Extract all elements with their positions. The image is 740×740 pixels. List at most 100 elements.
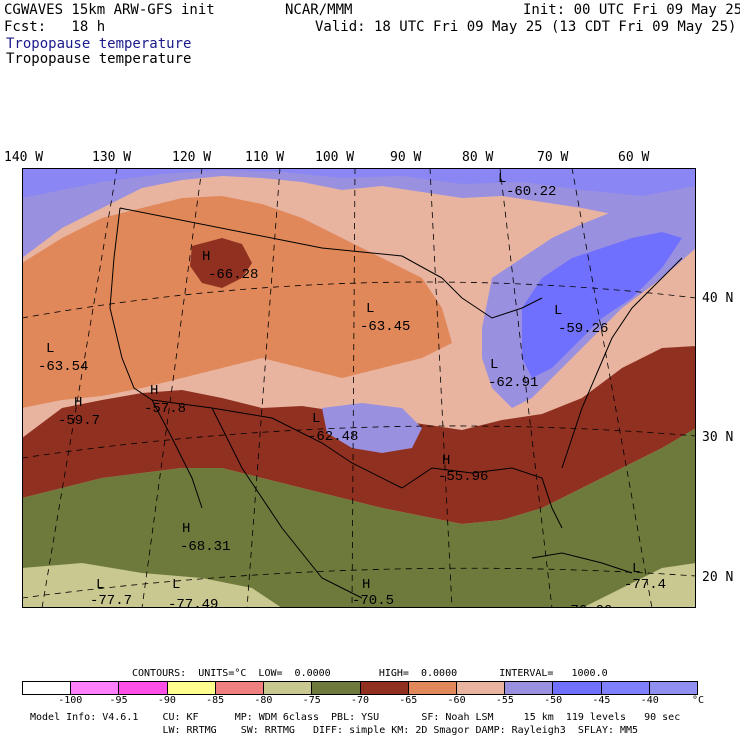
colorbar-swatch-3 [167,682,216,694]
contours-info: CONTOURS: UNITS=°C LOW= 0.0000 HIGH= 0.0… [132,668,608,679]
lon-label-110w: 110 W [245,150,285,165]
lat-label-40n: 40 N [702,291,734,306]
colorbar-swatch-8 [408,682,457,694]
colorbar-swatch-13 [649,682,698,694]
colorbar-label-12: -40 [640,695,659,706]
lon-label-100w: 100 W [315,150,355,165]
orange-region-west [22,196,452,408]
us-canada-border [119,207,443,279]
label-low-caribbean-letter: L [632,561,640,577]
label-low-midatlantic-letter: L [490,357,498,373]
colorbar-label-1: -95 [109,695,128,706]
cold-band-north [22,168,696,258]
colorbar-swatch-4 [215,682,265,694]
label-high-arizona-value: -57.8 [144,401,186,417]
label-low-caribbean-value: -77.4 [624,577,666,593]
label-caribbean-partial-value: -76.00 [562,603,612,608]
meridian-130w [41,168,118,608]
lon-label-120w: 120 W [172,150,212,165]
us-west-coast [109,207,153,401]
label-low-canada-ne-letter: L [498,171,506,187]
coastlines-borders [109,207,683,599]
us-mexico-border [151,399,403,489]
meridian-110w [246,168,281,608]
cuba-outline [531,552,633,574]
label-low-texas-value: -62.48 [308,429,358,445]
colorbar-label-5: -75 [302,695,321,706]
label-low-sw-corner-letter: L [96,577,104,593]
label-high-gulfcoast-value: -55.96 [438,469,488,485]
colorbar-labels: -100 -95 -90 -85 -80 -75 -70 -65 -60 -55 -50 -45 -40… [22,695,704,707]
colorbar-swatch-1 [71,682,120,694]
colorbar-label-2: -90 [157,695,176,706]
khaki-region-far-south [22,563,282,608]
lon-label-130w: 130 W [92,150,132,165]
label-high-arizona-letter: H [150,383,158,399]
label-low-dakotas-value: -63.45 [360,319,410,335]
colorbar-label-6: -70 [350,695,370,706]
label-low-pacific-letter: L [46,341,54,357]
label-low-sw-corner-value: -77.7 [90,593,132,608]
colorbar-label-0: -100 [58,695,83,706]
label-high-gulf-letter: H [362,577,370,593]
colorbar-swatch-6 [312,682,361,694]
mexico-west-coast [211,407,363,599]
org-label: NCAR/MMM [285,2,353,18]
label-low-texas-letter: L [312,411,320,427]
label-high-gulfcoast-letter: H [442,453,450,469]
label-high-socal-letter: H [74,395,82,411]
meridian-80w [499,168,553,608]
label-high-mexico-letter: H [182,521,190,537]
init-time: Init: 00 UTC Fri 09 May 25 [523,2,740,18]
model-title: CGWAVES 15km ARW-GFS init [4,2,215,18]
label-low-northeast-value: -59.26 [558,321,608,337]
label-low-mexico-south-letter: L [172,577,180,593]
label-high-montana-letter: H [202,249,210,265]
label-low-canada-ne-value: -60.22 [506,184,556,200]
forecast-hour: Fcst: 18 h [4,19,106,35]
colorbar-swatch-11 [553,682,602,694]
colorbar-label-10: -50 [544,695,563,706]
meridian-100w [351,168,356,608]
colorbar-label-13: °C [691,695,705,706]
tropopause-temperature-map: L -60.22 H -66.28 L -63.45 L -59.26 L -6… [22,168,696,608]
label-low-pacific-value: -63.54 [38,359,88,375]
colorbar-label-9: -55 [495,695,514,706]
colorbar-swatch-7 [360,682,409,694]
colorbar-label-7: -65 [399,695,418,706]
colorbar-label-3: -85 [206,695,225,706]
label-low-northeast-letter: L [554,303,562,319]
darkred-patch-montana [190,238,252,288]
model-info-line1: Model Info: V4.6.1 CU: KF MP: WDM 6class… [30,712,681,723]
colorbar-swatch-12 [601,682,650,694]
cold-patch-texas [322,403,422,453]
lon-label-70w: 70 W [537,150,569,165]
field-title-1: Tropopause temperature [6,36,192,52]
cold-trough-core [522,232,682,378]
label-low-midatlantic-value: -62.91 [488,375,538,391]
colorbar-swatch-10 [505,682,554,694]
colorbar-label-4: -80 [254,695,273,706]
meridian-90w [429,168,453,608]
baja-california [151,399,203,509]
colorbar-swatch-9 [456,682,506,694]
colorbar-swatch-0 [23,682,72,694]
label-low-mexico-south-value: -77.49 [168,597,218,608]
us-east-coast [561,257,683,469]
lon-label-80w: 80 W [462,150,494,165]
lat-label-30n: 30 N [702,430,734,445]
meridian-70w [571,168,653,608]
label-low-dakotas-letter: L [366,301,374,317]
meridian-120w [141,168,203,608]
lon-label-90w: 90 W [390,150,422,165]
colorbar-swatch-2 [119,682,168,694]
colorbar-swatch-5 [264,682,313,694]
lon-label-60w: 60 W [618,150,650,165]
colorbar-label-8: -60 [447,695,466,706]
colorbar-label-11: -45 [592,695,611,706]
label-high-montana-value: -66.28 [208,267,258,283]
model-info-line2: LW: RRTMG SW: RRTMG DIFF: simple KM: 2D … [30,725,639,736]
lon-label-140w: 140 W [4,150,44,165]
khaki-region-southeast [582,563,696,608]
cold-band-north-lite [22,168,696,198]
